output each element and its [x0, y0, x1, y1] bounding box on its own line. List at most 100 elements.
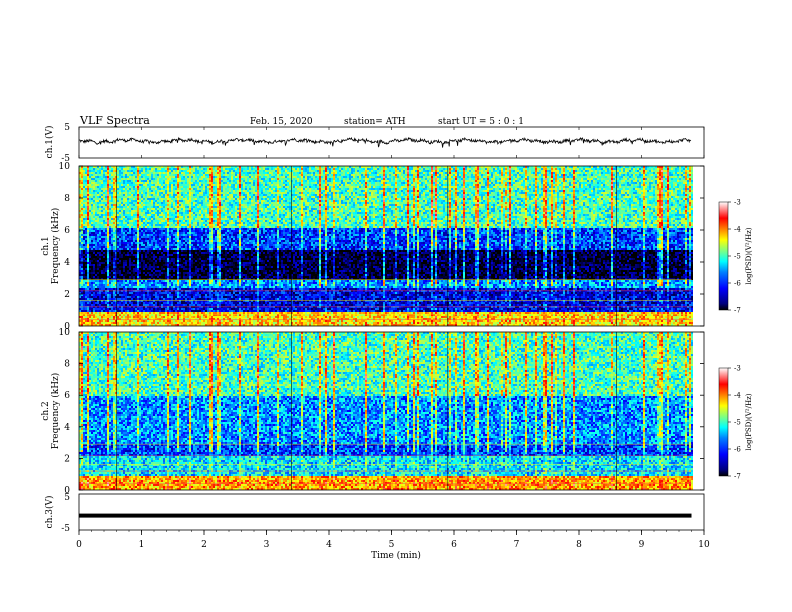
spectrogram-cell	[153, 214, 155, 216]
spectrogram-cell	[135, 298, 137, 300]
spectrogram-cell	[119, 230, 121, 232]
spectrogram-cell	[81, 274, 83, 276]
spectrogram-cell	[101, 274, 103, 276]
spectrogram-cell	[105, 190, 107, 192]
spectrogram-cell	[95, 194, 97, 196]
spectrogram-cell	[83, 222, 85, 224]
spectrogram-cell	[87, 176, 89, 178]
spectrogram-cell	[141, 256, 143, 258]
spectrogram-cell	[103, 170, 105, 172]
spectrogram-cell	[97, 180, 99, 182]
spectrogram-cell	[105, 274, 107, 276]
spectrogram-cell	[141, 242, 143, 244]
spectrogram-cell	[147, 238, 149, 240]
spectrogram-cell	[83, 168, 85, 170]
spectrogram-cell	[87, 210, 89, 212]
spectrogram-cell	[123, 286, 125, 288]
spectrogram-cell	[97, 176, 99, 178]
spectrogram-cell	[145, 178, 147, 180]
spectrogram-cell	[109, 214, 111, 216]
spectrogram-cell	[93, 168, 95, 170]
spectrogram-cell	[87, 232, 89, 234]
spectrogram-cell	[157, 180, 159, 182]
spectrogram-cell	[83, 256, 85, 258]
spectrogram-cell	[111, 284, 113, 286]
spectrogram-cell	[127, 206, 129, 208]
spectrogram-cell	[127, 226, 129, 228]
spectrogram-cell	[119, 200, 121, 202]
spectrogram-cell	[91, 302, 93, 304]
spectrogram-cell	[137, 304, 139, 306]
spectrogram-cell	[145, 170, 147, 172]
spectrogram-cell	[83, 286, 85, 288]
spectrogram-cell	[137, 192, 139, 194]
spectrogram-cell	[111, 308, 113, 310]
spectrogram-cell	[83, 224, 85, 226]
spectrogram-cell	[93, 240, 95, 242]
spectrogram-cell	[137, 262, 139, 264]
spectrogram-cell	[87, 238, 89, 240]
spectrogram-cell	[113, 284, 115, 286]
spectrogram-cell	[135, 254, 137, 256]
spectrogram-cell	[81, 186, 83, 188]
spectrogram-cell	[109, 246, 111, 248]
spectrogram-cell	[149, 198, 151, 200]
spectrogram-cell	[159, 168, 161, 170]
spectrogram-cell	[89, 218, 91, 220]
spectrogram-cell	[133, 218, 135, 220]
spectrogram-cell	[99, 222, 101, 224]
spectrogram-cell	[135, 228, 137, 230]
spectrogram-cell	[129, 246, 131, 248]
spectrogram-cell	[103, 302, 105, 304]
spectrogram-cell	[155, 310, 157, 312]
spectrogram-cell	[145, 284, 147, 286]
spectrogram-cell	[83, 274, 85, 276]
spectrogram-cell	[145, 272, 147, 274]
spectrogram-cell	[121, 244, 123, 246]
spectrogram-cell	[117, 196, 119, 198]
spectrogram-cell	[85, 264, 87, 266]
spectrogram-cell	[107, 268, 109, 270]
spectrogram-cell	[91, 248, 93, 250]
spectrogram-cell	[83, 226, 85, 228]
spectrogram-cell	[93, 298, 95, 300]
spectrogram-cell	[151, 276, 153, 278]
spectrogram-cell	[81, 304, 83, 306]
spectrogram-cell	[133, 172, 135, 174]
spectrogram-cell	[151, 250, 153, 252]
spectrogram-cell	[139, 230, 141, 232]
spectrogram-cell	[135, 260, 137, 262]
spectrogram-cell	[113, 198, 115, 200]
spectrogram-cell	[127, 214, 129, 216]
spectrogram-cell	[127, 210, 129, 212]
spectrogram-cell	[159, 174, 161, 176]
spectrogram-cell	[147, 194, 149, 196]
spectrogram-cell	[109, 248, 111, 250]
spectrogram-cell	[125, 224, 127, 226]
spectrogram-cell	[85, 284, 87, 286]
spectrogram-cell	[83, 174, 85, 176]
spectrogram-cell	[155, 206, 157, 208]
spectrogram-cell	[107, 204, 109, 206]
spectrogram-cell	[139, 242, 141, 244]
spectrogram-cell	[87, 180, 89, 182]
spectrogram-cell	[153, 310, 155, 312]
spectrogram-cell	[139, 220, 141, 222]
spectrogram-cell	[123, 172, 125, 174]
spectrogram-cell	[119, 218, 121, 220]
spectrogram-cell	[101, 218, 103, 220]
spectrogram-cell	[143, 322, 145, 324]
spectrogram-cell	[99, 264, 101, 266]
spectrogram-cell	[119, 296, 121, 298]
spectrogram-cell	[119, 294, 121, 296]
ch1-waveform-ylabel: ch.1(V)	[44, 126, 55, 159]
spectrogram-cell	[151, 304, 153, 306]
spectrogram-cell	[101, 284, 103, 286]
spectrogram-cell	[155, 216, 157, 218]
spectrogram-cell	[105, 236, 107, 238]
spectrogram-cell	[117, 228, 119, 230]
spectrogram-cell	[131, 264, 133, 266]
spectrogram-cell	[81, 204, 83, 206]
spectrogram-cell	[113, 234, 115, 236]
spectrogram-cell	[127, 186, 129, 188]
